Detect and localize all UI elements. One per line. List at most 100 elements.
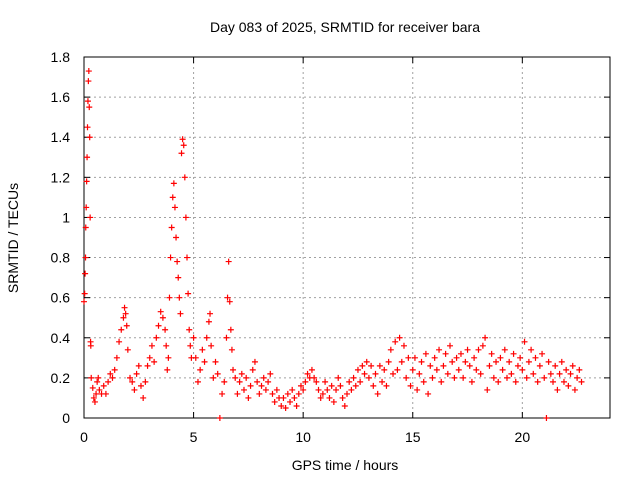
data-point: [225, 258, 232, 265]
x-tick-label: 10: [295, 429, 311, 445]
data-point: [87, 342, 94, 349]
data-point: [83, 204, 90, 211]
data-point: [155, 322, 162, 329]
data-point: [317, 394, 324, 401]
data-point: [221, 378, 228, 385]
data-point: [223, 334, 230, 341]
data-point: [565, 382, 572, 389]
data-point: [124, 346, 131, 353]
data-point: [107, 370, 114, 377]
data-point: [127, 374, 134, 381]
data-point: [282, 404, 289, 411]
data-point: [324, 386, 331, 393]
data-point: [181, 174, 188, 181]
data-point: [326, 394, 333, 401]
data-point: [201, 358, 208, 365]
data-point: [265, 378, 272, 385]
y-tick-label: 0.2: [51, 370, 71, 386]
data-point: [84, 98, 91, 105]
data-point: [273, 386, 280, 393]
plot-frame: [83, 56, 611, 419]
data-point: [466, 362, 473, 369]
data-point: [503, 374, 510, 381]
data-point: [352, 382, 359, 389]
data-point: [90, 394, 97, 401]
data-point: [385, 358, 392, 365]
data-point: [339, 394, 346, 401]
data-point: [170, 180, 177, 187]
data-point: [425, 390, 432, 397]
chart-title: Day 083 of 2025, SRMTID for receiver bar…: [210, 19, 480, 35]
data-point: [278, 402, 285, 409]
x-tick-label: 5: [190, 429, 198, 445]
data-point: [512, 378, 519, 385]
y-tick-label: 1.2: [51, 169, 71, 185]
data-point: [300, 386, 307, 393]
data-point: [337, 382, 344, 389]
data-point: [519, 366, 526, 373]
data-point: [379, 378, 386, 385]
data-point: [162, 326, 169, 333]
data-point: [230, 366, 237, 373]
data-point: [392, 338, 399, 345]
data-point: [271, 398, 278, 405]
data-point: [475, 346, 482, 353]
data-point: [311, 374, 318, 381]
data-point: [396, 334, 403, 341]
data-point: [177, 310, 184, 317]
data-point: [142, 378, 149, 385]
data-point: [151, 358, 158, 365]
data-point: [501, 346, 508, 353]
data-point: [576, 366, 583, 373]
data-point: [381, 366, 388, 373]
data-point: [545, 358, 552, 365]
data-point: [497, 354, 504, 361]
data-point: [205, 318, 212, 325]
data-point: [167, 254, 174, 261]
data-point: [359, 362, 366, 369]
data-point: [165, 354, 172, 361]
y-tick-label: 0.4: [51, 330, 71, 346]
data-point: [184, 254, 191, 261]
data-point: [525, 358, 532, 365]
data-point: [333, 386, 340, 393]
data-point: [83, 178, 90, 185]
data-point: [131, 386, 138, 393]
data-point: [166, 294, 173, 301]
data-point: [291, 394, 298, 401]
data-point: [554, 386, 561, 393]
data-point: [436, 346, 443, 353]
data-point: [374, 390, 381, 397]
data-point: [85, 78, 92, 85]
data-point: [558, 358, 565, 365]
data-point: [433, 366, 440, 373]
data-point: [550, 378, 557, 385]
data-point: [232, 374, 239, 381]
data-point: [357, 378, 364, 385]
data-point: [105, 378, 112, 385]
data-point: [102, 390, 109, 397]
data-point: [289, 386, 296, 393]
data-point: [169, 194, 176, 201]
y-axis-label: SRMTID / TECUs: [5, 183, 21, 293]
x-tick-label: 15: [405, 429, 421, 445]
data-point: [111, 366, 118, 373]
data-point: [449, 358, 456, 365]
data-point: [93, 390, 100, 397]
data-point: [284, 390, 291, 397]
data-point: [563, 366, 570, 373]
data-point: [530, 370, 537, 377]
data-point: [287, 398, 294, 405]
data-point: [344, 390, 350, 397]
data-point: [411, 354, 418, 361]
data-point: [120, 314, 127, 321]
data-point: [140, 394, 147, 401]
data-point: [387, 346, 394, 353]
data-point: [499, 366, 506, 373]
data-point: [348, 386, 355, 393]
data-point: [297, 382, 304, 389]
data-point: [368, 362, 375, 369]
data-point: [560, 378, 567, 385]
data-point: [394, 366, 401, 373]
data-point: [240, 386, 247, 393]
